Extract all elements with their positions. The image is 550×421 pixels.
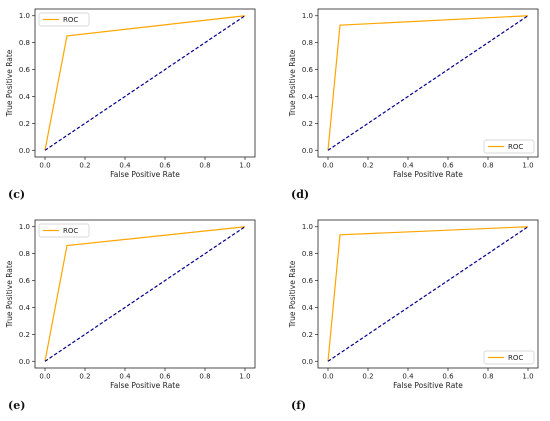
legend-box: [483, 350, 535, 365]
roc-curve-line: [44, 15, 246, 151]
x-tick-label: 0.4: [402, 373, 414, 381]
y-tick-label: 0.8: [19, 39, 30, 47]
y-tick-label: 1.0: [302, 223, 313, 231]
x-tick-label: 1.0: [239, 162, 250, 170]
x-axis-label: False Positive Rate: [393, 381, 463, 390]
chart-panel-2: 0.0 0.2 0.4 0.6 0.8 1.0 0.0 0.2 0.4 0.6 0.8 1.0 Fals…: [288, 8, 539, 201]
diagonal-reference-line: [327, 15, 529, 151]
y-tick-label: 1.0: [19, 223, 30, 231]
x-axis-label: False Positive Rate: [110, 381, 180, 390]
y-axis-label: True Positive Rate: [288, 49, 297, 117]
x-tick-label: 0.2: [362, 373, 373, 381]
legend: ROC: [38, 12, 90, 27]
legend-label: ROC: [508, 354, 523, 362]
y-tick-label: 0.0: [19, 358, 30, 366]
x-tick-label: 0.6: [159, 162, 171, 170]
chart-panel-4: 0.0 0.2 0.4 0.6 0.8 1.0 0.0 0.2 0.4 0.6 0.8 1.0 Fals…: [288, 219, 539, 412]
panel-label: (c): [8, 188, 25, 201]
legend-label: ROC: [63, 16, 78, 24]
y-axis-label: True Positive Rate: [5, 260, 14, 328]
x-tick-label: 0.2: [362, 162, 373, 170]
y-tick-label: 0.6: [19, 277, 31, 285]
y-tick-label: 0.4: [302, 304, 314, 312]
panel-label: (e): [8, 399, 25, 412]
diagonal-reference-line: [44, 226, 246, 362]
x-tick-label: 0.8: [482, 373, 493, 381]
plot-area-frame: [34, 8, 256, 158]
y-tick-label: 0.2: [302, 331, 313, 339]
x-tick-label: 1.0: [239, 373, 250, 381]
y-tick-label: 0.6: [302, 66, 314, 74]
chart-panel-3: 0.0 0.2 0.4 0.6 0.8 1.0 0.0 0.2 0.4 0.6 0.8 1.0 Fals…: [5, 219, 256, 412]
x-tick-label: 0.0: [322, 162, 333, 170]
plot-area-frame: [317, 8, 539, 158]
x-tick-label: 1.0: [522, 373, 533, 381]
chart-panel-1: 0.0 0.2 0.4 0.6 0.8 1.0 0.0 0.2 0.4 0.6 0.8 1.0 Fals…: [5, 8, 256, 201]
y-tick-label: 0.0: [19, 147, 30, 155]
y-tick-label: 0.8: [19, 250, 30, 258]
legend: ROC: [483, 139, 535, 154]
panel-label: (d): [291, 188, 309, 201]
legend: ROC: [38, 223, 90, 238]
y-tick-label: 0.4: [19, 93, 31, 101]
x-tick-label: 0.0: [39, 162, 50, 170]
y-tick-label: 0.2: [302, 120, 313, 128]
x-tick-label: 0.6: [442, 162, 454, 170]
plot-area-frame: [34, 219, 256, 369]
diagonal-reference-line: [327, 226, 529, 362]
x-tick-label: 1.0: [522, 162, 533, 170]
y-tick-label: 0.0: [302, 358, 313, 366]
y-tick-label: 0.8: [302, 39, 313, 47]
x-tick-label: 0.2: [79, 373, 90, 381]
x-tick-label: 0.0: [39, 373, 50, 381]
y-tick-label: 0.6: [302, 277, 314, 285]
x-tick-label: 0.6: [159, 373, 171, 381]
y-tick-label: 0.6: [19, 66, 31, 74]
y-tick-label: 0.2: [19, 120, 30, 128]
y-tick-label: 0.4: [302, 93, 314, 101]
x-axis-label: False Positive Rate: [393, 170, 463, 179]
x-tick-label: 0.4: [119, 373, 131, 381]
x-axis-label: False Positive Rate: [110, 170, 180, 179]
y-axis-label: True Positive Rate: [5, 49, 14, 117]
y-axis-label: True Positive Rate: [288, 260, 297, 328]
x-tick-label: 0.8: [199, 162, 210, 170]
panel-label: (f): [291, 399, 306, 412]
x-tick-label: 0.8: [199, 373, 210, 381]
legend-label: ROC: [63, 227, 78, 235]
legend-label: ROC: [508, 143, 523, 151]
legend: ROC: [483, 350, 535, 365]
x-tick-label: 0.4: [119, 162, 131, 170]
y-tick-label: 0.0: [302, 147, 313, 155]
diagonal-reference-line: [44, 15, 246, 151]
x-tick-label: 0.2: [79, 162, 90, 170]
y-tick-label: 1.0: [302, 12, 313, 20]
roc-curve-line: [327, 15, 529, 151]
roc-curve-line: [44, 226, 246, 362]
x-tick-label: 0.0: [322, 373, 333, 381]
x-tick-label: 0.6: [442, 373, 454, 381]
y-tick-label: 0.8: [302, 250, 313, 258]
roc-curve-line: [327, 226, 529, 362]
legend-box: [38, 12, 90, 27]
y-tick-label: 0.4: [19, 304, 31, 312]
plot-area-frame: [317, 219, 539, 369]
y-tick-label: 0.2: [19, 331, 30, 339]
legend-box: [483, 139, 535, 154]
legend-box: [38, 223, 90, 238]
x-tick-label: 0.4: [402, 162, 414, 170]
x-tick-label: 0.8: [482, 162, 493, 170]
y-tick-label: 1.0: [19, 12, 30, 20]
